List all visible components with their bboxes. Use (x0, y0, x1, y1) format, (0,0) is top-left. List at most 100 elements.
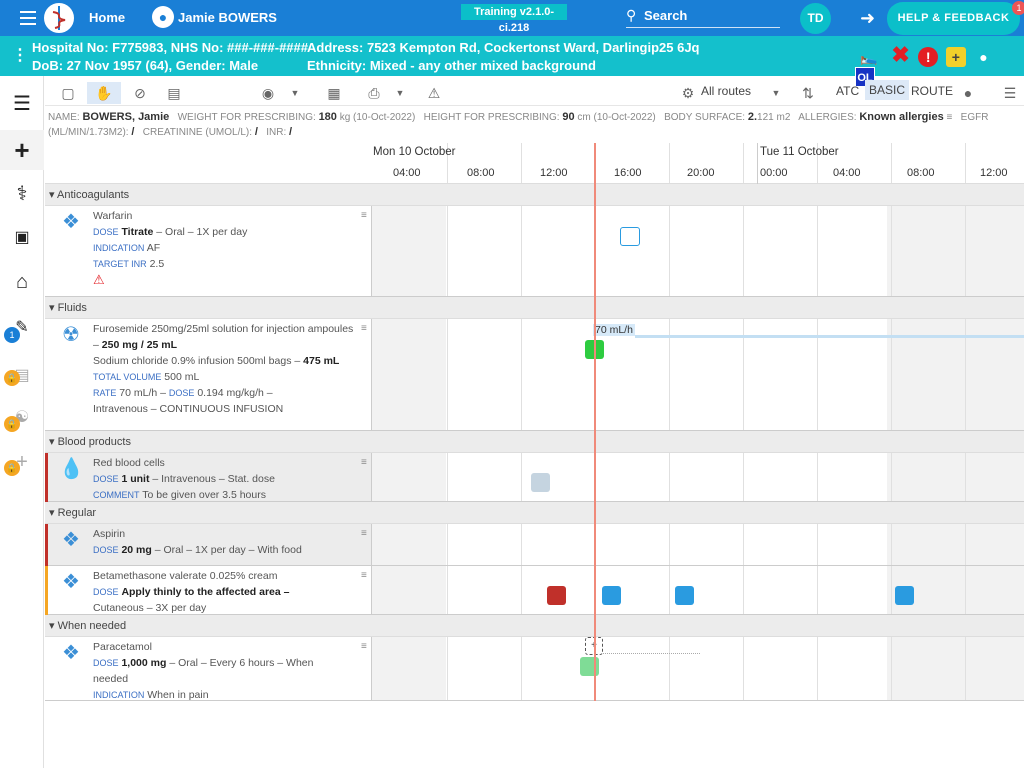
sort-icon[interactable]: ⇅ (802, 85, 814, 101)
medication-row[interactable]: ❖ ≡ Warfarin DOSE Titrate – Oral – 1X pe… (45, 206, 372, 297)
calendar-add-icon[interactable]: ▦ (327, 85, 341, 101)
label: DOSE (93, 658, 119, 668)
plus-icon[interactable]: + (0, 130, 44, 170)
med-name: Red blood cells (93, 457, 165, 469)
medication-oral-icon: ❖ (62, 211, 80, 233)
time-label: 12:00 (980, 167, 1008, 179)
search-input[interactable]: ⚲ Search (626, 4, 780, 28)
patient-name[interactable]: Jamie BOWERS (178, 10, 277, 25)
section-title: When needed (57, 620, 127, 632)
help-feedback-button[interactable]: HELP & FEEDBACK (887, 2, 1020, 35)
label: EGFR (960, 112, 989, 123)
view-chart-icon[interactable]: ▢ (61, 85, 75, 101)
hamburger-icon[interactable]: ☰ (1003, 85, 1017, 101)
chevron-down-icon[interactable]: ▼ (395, 88, 405, 98)
dose-scheduled-marker[interactable] (675, 586, 694, 605)
total-volume: 500 mL (164, 371, 200, 383)
medication-row[interactable]: ❖ ≡ Betamethasone valerate 0.025% cream … (45, 566, 372, 615)
dose-scheduled-marker[interactable] (895, 586, 914, 605)
section-header[interactable]: ▾ Blood products (45, 431, 1024, 453)
label: COMMENT (93, 490, 140, 500)
dose-scheduled-marker[interactable] (602, 586, 621, 605)
day-divider (757, 143, 758, 184)
medication-row[interactable]: 💧 ≡ Red blood cells DOSE 1 unit – Intrav… (45, 453, 372, 502)
dose-route: – Intravenous – Stat. dose (152, 473, 275, 485)
stethoscope-icon[interactable]: ⚕ (16, 183, 28, 205)
row-menu-icon[interactable]: ≡ (361, 210, 367, 221)
plus-locked-icon[interactable]: + (16, 451, 28, 473)
dose-slot[interactable] (620, 227, 640, 246)
menu-icon[interactable] (20, 11, 36, 25)
blood-drop-icon: 💧 (59, 458, 84, 480)
row-menu-icon[interactable]: ≡ (361, 570, 367, 581)
patient-alert-icons: 🛌 ✖ ! + ● OL (855, 42, 1024, 87)
chevron-down-icon[interactable]: ▼ (290, 88, 300, 98)
label: (ML/MIN/1.73M2): (48, 127, 129, 138)
dose-slot-inactive[interactable] (531, 473, 550, 492)
logout-icon[interactable]: ➜ (860, 8, 876, 28)
bs-suffix: 121 m2 (757, 112, 791, 123)
section-header[interactable]: ▾ Regular (45, 502, 1024, 524)
home-plus-icon[interactable]: ⌂ (15, 271, 29, 293)
user-avatar[interactable]: TD (800, 3, 831, 34)
section-title: Regular (57, 507, 97, 519)
route-button[interactable]: ROUTE (911, 84, 953, 98)
alert-icon[interactable]: ! (918, 47, 939, 67)
date-of-birth: DoB: 27 Nov 1957 (64), Gender: Male (32, 58, 259, 73)
medication-row[interactable]: ❖ ≡ Aspirin DOSE 20 mg – Oral – 1X per d… (45, 524, 372, 566)
more-vertical-icon[interactable]: ⋮ (12, 47, 28, 64)
close-icon[interactable]: ✖ (891, 42, 910, 67)
home-link[interactable]: Home (89, 10, 126, 25)
current-time-line (594, 143, 596, 701)
label: BODY SURFACE: (664, 112, 746, 123)
row-menu-icon[interactable]: ≡ (361, 457, 367, 468)
chevron-down-icon[interactable]: ▼ (771, 88, 781, 98)
medication-row[interactable]: ☢ ≡ Furosemide 250mg/25ml solution for i… (45, 319, 372, 431)
section-header[interactable]: ▾ When needed (45, 615, 1024, 637)
view-hand-icon[interactable]: ✋ (87, 82, 121, 104)
allergies-value[interactable]: Known allergies (859, 111, 944, 123)
section-header[interactable]: ▾ Fluids (45, 297, 1024, 319)
list-icon[interactable]: ☰ (13, 93, 31, 115)
dose-given-marker[interactable] (580, 657, 599, 676)
pills-icon[interactable]: ● (963, 85, 973, 101)
view-document-icon[interactable]: ▤ (167, 85, 181, 101)
time-label: 20:00 (687, 167, 715, 179)
list-icon[interactable]: ≡ (946, 112, 953, 123)
routes-select[interactable]: All routes (701, 84, 752, 98)
dose-missed-marker[interactable] (547, 586, 566, 605)
med-strength: 250 mg / 25 mL (101, 339, 178, 351)
med-name: Paracetamol (93, 641, 152, 653)
print-icon[interactable]: ⎙ (368, 85, 380, 101)
lock-icon: 🔒 (4, 370, 20, 386)
time-label: 04:00 (833, 167, 861, 179)
time-label: 08:00 (467, 167, 495, 179)
time-label: 16:00 (614, 167, 642, 179)
app-logo[interactable] (44, 3, 74, 33)
warning-icon[interactable]: ⚠ (427, 85, 441, 101)
route: Cutaneous – 3X per day (93, 602, 207, 614)
pill-icon[interactable]: ● (979, 49, 988, 65)
row-menu-icon[interactable]: ≡ (361, 323, 367, 334)
row-divider (372, 501, 1024, 502)
label: DOSE (93, 545, 119, 555)
rate: 70 mL/h – (119, 387, 166, 399)
row-menu-icon[interactable]: ≡ (361, 641, 367, 652)
medication-row[interactable]: ❖ ≡ Paracetamol DOSE 1,000 mg – Oral – E… (45, 637, 372, 701)
camera-icon[interactable]: ▣ (14, 229, 30, 246)
atc-button[interactable]: ATC (836, 84, 860, 98)
medication-bottle-icon[interactable]: + (945, 47, 966, 67)
row-menu-icon[interactable]: ≡ (361, 528, 367, 539)
bed-icon[interactable]: 🛌 (860, 49, 878, 65)
basic-button[interactable]: BASIC (865, 80, 910, 100)
view-compass-icon[interactable]: ⊘ (134, 85, 146, 101)
section-header[interactable]: ▾ Anticoagulants (45, 184, 1024, 206)
row-divider (372, 700, 1024, 701)
notification-badge: 1 (1012, 1, 1024, 15)
target-inr: 2.5 (149, 258, 165, 270)
person-icon: ● (152, 6, 174, 28)
add-medication-icon[interactable]: ◉ (261, 85, 275, 101)
indication: When in pain (147, 689, 209, 701)
inr-value: / (289, 126, 293, 138)
label: DOSE (168, 388, 195, 398)
